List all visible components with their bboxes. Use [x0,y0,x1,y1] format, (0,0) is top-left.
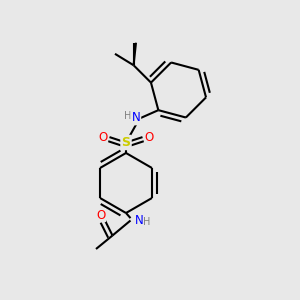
Text: O: O [96,208,105,222]
Text: H: H [124,111,131,121]
Text: O: O [145,130,154,144]
Text: N: N [131,111,140,124]
Text: N: N [134,214,143,227]
Text: H: H [142,217,150,227]
Text: S: S [122,136,130,149]
Text: O: O [98,130,107,144]
